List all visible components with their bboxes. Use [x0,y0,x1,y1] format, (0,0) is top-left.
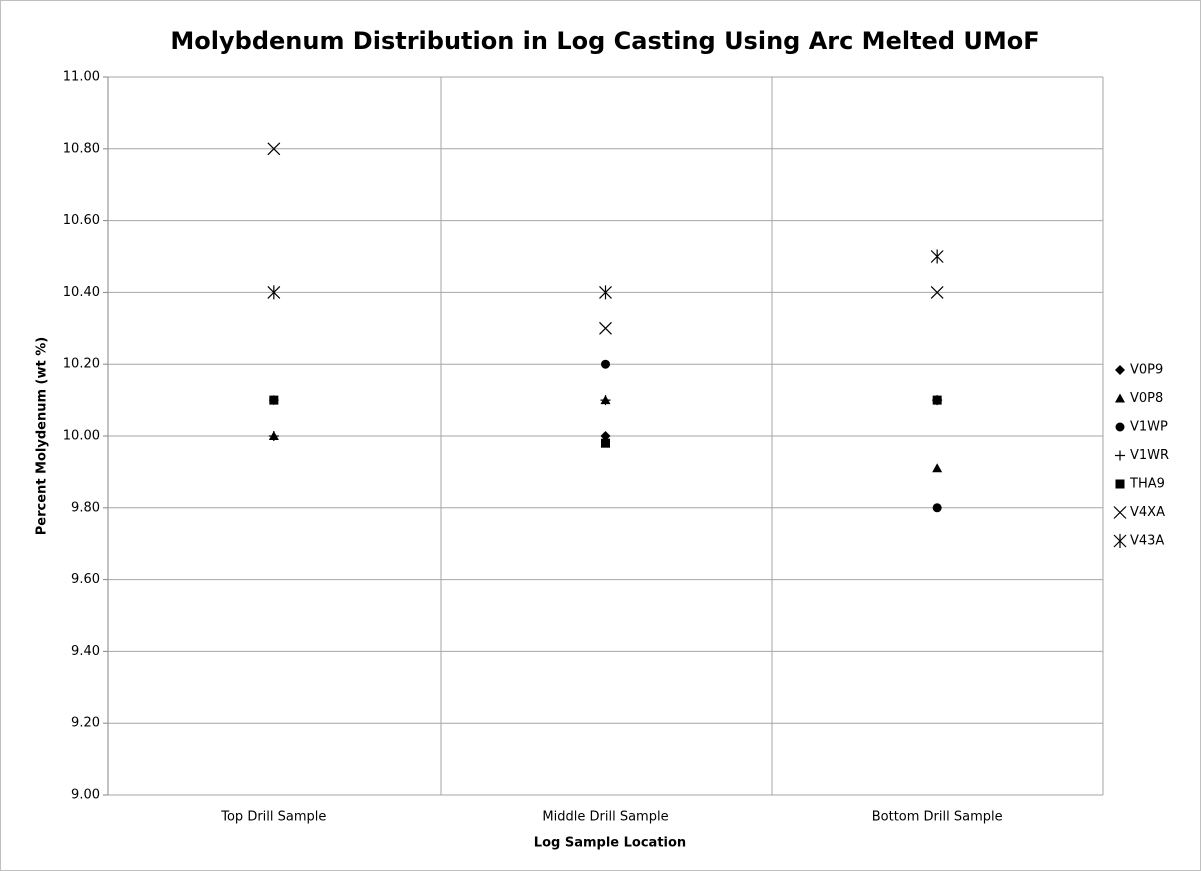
marker-square [932,395,942,405]
y-axis-label: Percent Molydenum (wt %) [35,337,50,535]
marker-circle [601,359,610,369]
y-tick-label: 10.20 [63,357,100,372]
marker-x [930,285,944,299]
legend-marker [1115,365,1125,375]
marker-plus [268,431,279,441]
y-tick-label: 9.60 [71,572,100,587]
x-axis-label: Log Sample Location [534,836,686,851]
y-tick-label: 10.00 [63,429,100,444]
x-tick-label: Bottom Drill Sample [872,810,1003,825]
marker-square [601,438,610,448]
legend-label: V43A [1130,534,1164,549]
legend-label: V1WR [1130,448,1169,463]
marker-x [599,321,612,335]
marker-circle [932,503,942,513]
marker-plus [600,395,611,406]
legend-label: V0P8 [1130,391,1163,406]
y-tick-label: 9.40 [71,644,100,659]
chart-title: Molybdenum Distribution in Log Casting U… [170,27,1039,55]
legend-marker [1113,506,1127,519]
legend-marker [1115,450,1125,461]
x-tick-label: Middle Drill Sample [542,810,668,825]
legend-label: THA9 [1129,477,1165,492]
x-tick-label: Top Drill Sample [220,810,326,825]
marker-square [269,395,279,405]
marker-asterisk [599,285,612,300]
y-tick-label: 9.20 [71,716,100,731]
y-tick-label: 10.40 [63,285,100,300]
y-tick-label: 10.80 [63,141,100,156]
y-tick-label: 11.00 [63,70,100,85]
y-tick-label: 9.00 [71,788,100,803]
marker-asterisk [930,249,944,264]
legend-label: V0P9 [1130,363,1163,378]
legend-label: V1WP [1130,420,1168,435]
legend-marker [1113,534,1127,548]
marker-diamond [600,431,611,441]
y-tick-label: 9.80 [71,500,100,515]
legend-label: V4XA [1130,505,1165,520]
marker-asterisk [267,285,281,300]
marker-x [267,142,281,156]
y-tick-label: 10.60 [63,213,100,228]
legend-marker [1115,479,1125,489]
marker-triangle [932,463,943,473]
legend-marker [1115,393,1125,403]
legend-marker [1115,422,1125,432]
